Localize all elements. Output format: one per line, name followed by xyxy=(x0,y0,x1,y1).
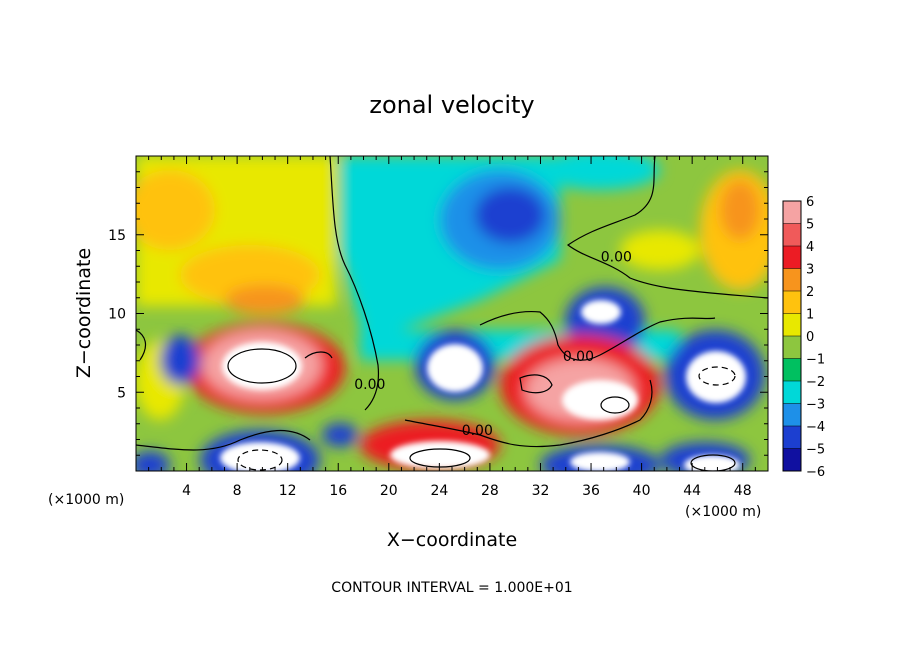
chart-title: zonal velocity xyxy=(369,91,534,119)
x-axis: 4 8 12 16 20 24 28 32 36 40 44 48 xyxy=(148,156,756,499)
colorbar-segment xyxy=(783,291,801,314)
colorbar-label: −1 xyxy=(806,353,825,368)
colorbar-label: 2 xyxy=(806,285,814,300)
colorbar-segment xyxy=(783,426,801,449)
colorbar-segment xyxy=(783,358,801,381)
colorbar-segment xyxy=(783,403,801,426)
x-tick-label: 12 xyxy=(279,483,297,499)
x-tick-label: 28 xyxy=(481,483,499,499)
y-axis-label: Z−coordinate xyxy=(73,248,95,378)
x-unit-right: (×1000 m) xyxy=(685,504,761,520)
x-tick-label: 8 xyxy=(233,483,242,499)
contour-label: 0.00 xyxy=(563,349,594,365)
colorbar-segment xyxy=(783,448,801,471)
colorbar-label: −3 xyxy=(806,398,825,413)
colorbar-segment xyxy=(783,313,801,336)
x-tick-label: 44 xyxy=(683,483,701,499)
x-tick-label: 40 xyxy=(633,483,651,499)
colorbar-label: 1 xyxy=(806,308,814,323)
colorbar-segment xyxy=(783,201,801,224)
colorbar-segment xyxy=(783,381,801,404)
colorbar-segment xyxy=(783,223,801,246)
x-tick-label: 48 xyxy=(734,483,752,499)
y-tick-label: 5 xyxy=(117,385,126,401)
contour-interval-note: CONTOUR INTERVAL = 1.000E+01 xyxy=(331,580,572,596)
contour-label: 0.00 xyxy=(462,423,493,439)
x-tick-label: 32 xyxy=(532,483,550,499)
colorbar-label: −2 xyxy=(806,375,825,390)
x-tick-label: 36 xyxy=(582,483,600,499)
colorbar-label: −5 xyxy=(806,443,825,458)
x-tick-label: 20 xyxy=(380,483,398,499)
plot-area xyxy=(136,156,768,471)
y-axis: 5 10 15 xyxy=(108,171,768,456)
colorbar-segment xyxy=(783,246,801,269)
colorbar-label: 5 xyxy=(806,218,814,233)
colorbar-segment xyxy=(783,336,801,359)
x-axis-label: X−coordinate xyxy=(387,529,517,551)
y-tick-label: 15 xyxy=(108,228,126,244)
colorbar: 6 5 4 3 2 1 0 −1 −2 −3 −4 −5 −6 xyxy=(782,195,825,480)
colorbar-label: −4 xyxy=(806,420,825,435)
colorbar-label: −6 xyxy=(806,465,825,480)
x-unit-left: (×1000 m) xyxy=(48,492,124,508)
x-tick-label: 16 xyxy=(329,483,347,499)
colorbar-label: 6 xyxy=(806,195,814,210)
x-tick-label: 24 xyxy=(430,483,448,499)
colorbar-segment xyxy=(783,268,801,291)
contour-labels: 0.00 0.00 0.00 0.00 xyxy=(354,250,632,439)
contour-lines xyxy=(136,156,768,471)
colorbar-label: 4 xyxy=(806,240,814,255)
contour-label: 0.00 xyxy=(354,377,385,393)
colorbar-label: 0 xyxy=(806,330,814,345)
x-tick-label: 4 xyxy=(182,483,191,499)
contour-label: 0.00 xyxy=(601,250,632,266)
y-tick-label: 10 xyxy=(108,307,126,323)
colorbar-label: 3 xyxy=(806,263,814,278)
